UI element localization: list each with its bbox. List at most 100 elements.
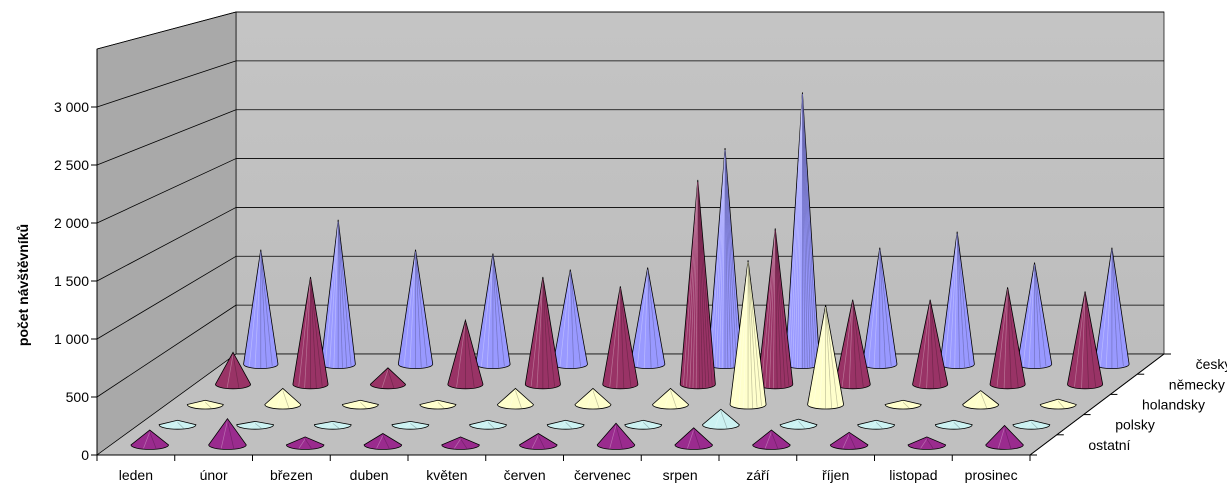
cone-body <box>369 367 406 390</box>
cone <box>674 427 713 450</box>
cone <box>884 399 922 410</box>
cone <box>602 286 639 390</box>
cone-shade <box>326 423 333 429</box>
cone-shade <box>929 301 935 389</box>
cone-shade <box>929 301 942 387</box>
cone-body <box>1012 419 1051 430</box>
cone-shade <box>954 233 958 369</box>
cone-shade <box>1034 264 1047 367</box>
cone-shade <box>813 307 826 407</box>
cone <box>1094 247 1130 369</box>
cone-shade <box>670 390 677 409</box>
cone-shade <box>743 262 749 409</box>
cone-shade <box>337 221 343 368</box>
cone-shade <box>693 429 701 449</box>
cone <box>363 433 403 450</box>
gridline-side <box>96 158 237 224</box>
cone-shade <box>734 262 749 407</box>
cone-shade <box>171 422 178 429</box>
cone-shade <box>1057 400 1065 409</box>
cone-shade <box>530 278 544 387</box>
cone-shade <box>643 422 650 429</box>
cone-shade <box>926 301 931 389</box>
cone-shade <box>724 150 734 367</box>
cone <box>784 92 821 369</box>
cone-shade <box>565 422 573 429</box>
cone-body <box>236 420 274 430</box>
cone-shade <box>1003 289 1008 389</box>
cone <box>469 419 507 430</box>
cone-shade <box>697 181 710 387</box>
cone-shade <box>697 181 713 386</box>
cone <box>1012 419 1051 430</box>
cone-shade <box>1031 422 1038 429</box>
y-tick-label: 500 <box>66 389 90 405</box>
cone-shade <box>569 271 575 368</box>
category-label: únor <box>200 467 228 483</box>
category-label: leden <box>119 467 153 483</box>
cone-body <box>1067 291 1104 390</box>
cone-shade <box>802 94 806 369</box>
cone-shade <box>310 278 323 387</box>
cone-shade <box>747 262 762 407</box>
cone <box>857 419 895 430</box>
cone-shade <box>304 438 312 449</box>
cone <box>546 419 585 430</box>
cone-body <box>985 424 1024 450</box>
cone-shade <box>774 230 782 388</box>
cone-body <box>313 420 352 430</box>
cone-body <box>441 436 480 450</box>
cone <box>1039 398 1077 410</box>
cone-shade <box>997 427 1005 449</box>
cone-shade <box>802 94 808 368</box>
gridline-side <box>96 109 237 166</box>
cone-shade <box>1004 427 1012 449</box>
cone-body <box>962 390 1000 410</box>
cone-shade <box>333 221 339 368</box>
cone-shade <box>724 150 740 366</box>
cone-shade <box>792 94 803 367</box>
cone-shade <box>1007 289 1012 389</box>
cone-shade <box>254 423 262 429</box>
cone-body <box>215 351 252 390</box>
cone-shade <box>1081 293 1086 389</box>
y-tick-label: 0 <box>81 447 89 463</box>
y-tick-label: 1 000 <box>54 331 89 347</box>
cone <box>243 249 279 369</box>
cone-shade <box>689 181 699 388</box>
cone-shade <box>647 269 659 367</box>
cone-shade <box>149 431 157 449</box>
cone-shade <box>720 411 728 429</box>
cone-shade <box>787 94 803 366</box>
cone-shade <box>1084 293 1089 389</box>
cone-shade <box>802 94 813 367</box>
cone <box>158 419 197 430</box>
cone-shade <box>329 221 339 367</box>
cone-shade <box>902 401 910 409</box>
cone-shade <box>609 425 617 449</box>
cone-shade <box>1028 264 1035 368</box>
cone-shade <box>276 390 284 409</box>
cone-shade <box>774 230 790 386</box>
cone-shade <box>797 94 803 368</box>
cone-shade <box>841 301 854 387</box>
cone <box>475 253 511 369</box>
cone <box>596 422 636 450</box>
category-label: prosinec <box>965 467 1018 483</box>
series-label: německy <box>1169 376 1225 392</box>
cone <box>313 420 352 430</box>
y-tick-label: 2 000 <box>54 215 89 231</box>
cone-body <box>934 419 973 430</box>
cone-shade <box>695 181 699 389</box>
y-tick-label: 1 500 <box>54 273 89 289</box>
cone <box>679 179 716 390</box>
cone <box>574 387 612 410</box>
cone-shade <box>381 369 389 388</box>
cone-shade <box>619 288 625 389</box>
cone-body <box>907 436 947 450</box>
cone-shade <box>537 435 545 449</box>
cone-shade <box>531 435 539 449</box>
cone-shade <box>298 438 306 449</box>
cone-shade <box>1105 249 1113 368</box>
